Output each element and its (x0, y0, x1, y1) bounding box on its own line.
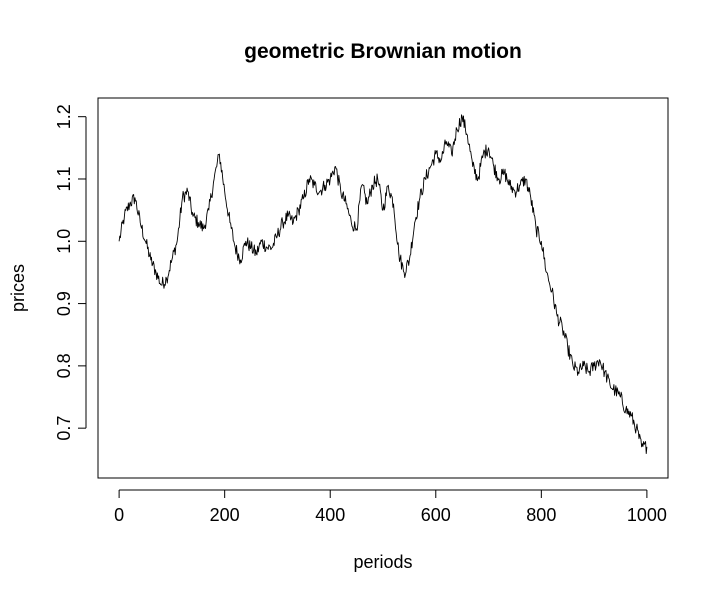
plot-frame (97, 97, 669, 479)
y-tick-label: 1.0 (54, 229, 74, 254)
chart-title: geometric Brownian motion (244, 40, 522, 63)
y-tick-label: 1.2 (54, 104, 74, 129)
x-tick-label: 1000 (627, 505, 667, 525)
x-tick-label: 600 (421, 505, 451, 525)
x-tick-label: 0 (114, 505, 124, 525)
x-tick-label: 200 (210, 505, 240, 525)
x-tick-label: 800 (526, 505, 556, 525)
x-axis: 0 200 400 600 800 1000 (114, 489, 667, 525)
y-axis: 0.7 0.8 0.9 1.0 1.1 1.2 (54, 104, 87, 441)
y-tick-label: 1.1 (54, 166, 74, 191)
price-series-line (118, 114, 648, 454)
y-axis-label: prices (8, 264, 28, 312)
x-axis-label: periods (353, 552, 412, 572)
x-tick-label: 400 (315, 505, 345, 525)
y-tick-label: 0.9 (54, 291, 74, 316)
y-tick-label: 0.7 (54, 416, 74, 441)
y-tick-label: 0.8 (54, 353, 74, 378)
